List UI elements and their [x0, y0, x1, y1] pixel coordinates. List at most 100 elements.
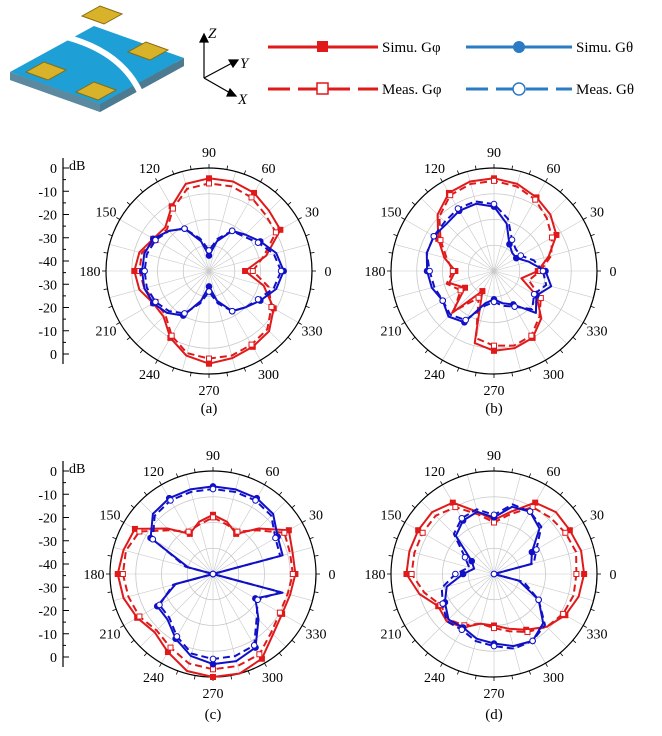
series-point — [447, 192, 454, 199]
ring-tick — [595, 288, 600, 290]
db-tick-label: -30 — [38, 535, 57, 550]
series-point — [452, 504, 459, 511]
axis-x-label: X — [237, 92, 248, 108]
grid-spoke — [404, 219, 495, 272]
series-point — [581, 571, 588, 577]
angle-tick-label: 120 — [424, 162, 445, 177]
angle-tick-label: 90 — [487, 146, 501, 161]
ring-tick — [559, 491, 564, 496]
series-point — [206, 175, 212, 182]
db-tick-label: -10 — [38, 325, 57, 340]
series-point — [419, 529, 426, 536]
ring-tick — [107, 555, 112, 557]
series-point — [508, 236, 516, 244]
ring-tick — [116, 322, 120, 325]
angle-tick-label: 90 — [202, 146, 216, 161]
chart-caption: (a) — [201, 401, 218, 417]
angle-tick-label: 330 — [587, 628, 608, 643]
ring-tick — [291, 504, 296, 509]
ring-tick — [305, 305, 310, 308]
db-tick-label: -20 — [38, 512, 57, 527]
ring-tick — [457, 670, 460, 675]
ring-tick — [595, 555, 600, 557]
ring-tick — [159, 481, 162, 485]
ring-tick — [411, 504, 416, 509]
ring-tick — [393, 234, 398, 237]
angle-tick-label: 0 — [329, 568, 336, 583]
axis-y-label: Y — [240, 56, 250, 72]
db-tick-label: 0 — [50, 162, 57, 177]
series-point — [167, 497, 174, 504]
ring-tick — [130, 504, 135, 509]
ring-tick — [298, 322, 302, 325]
series-point — [254, 239, 262, 246]
db-tick-label: -20 — [38, 605, 57, 620]
ring-tick — [176, 670, 179, 675]
series-point — [458, 626, 466, 634]
ring-tick — [393, 305, 398, 308]
series-point — [210, 514, 216, 521]
angle-tick-label: 90 — [206, 449, 220, 464]
ring-tick — [108, 305, 113, 308]
legend: Simu. Gφ Simu. Gθ Meas. Gφ Meas. Gθ — [268, 40, 634, 98]
ring-tick — [103, 252, 108, 254]
ring-tick — [291, 639, 296, 644]
angle-tick-label: 330 — [587, 325, 608, 340]
grid-spoke — [467, 270, 495, 371]
grid-spoke — [493, 171, 521, 272]
ring-tick — [107, 591, 112, 593]
angle-tick-label: 270 — [203, 687, 224, 702]
ring-tick — [528, 170, 531, 175]
series-point — [252, 497, 259, 504]
db-tick-label: 0 — [50, 348, 57, 363]
grid-spoke — [135, 270, 210, 345]
ring-tick — [260, 178, 263, 182]
ring-tick — [176, 473, 179, 478]
legend-simu-phi-label: Simu. Gφ — [382, 40, 441, 56]
series-point — [181, 225, 188, 232]
ring-tick — [388, 252, 393, 254]
series-point — [141, 267, 148, 275]
ring-tick — [511, 165, 513, 170]
ring-tick — [264, 481, 267, 485]
series-point — [529, 637, 536, 645]
ring-tick — [155, 178, 158, 182]
ring-tick — [274, 349, 279, 354]
ring-tick — [511, 372, 513, 377]
angle-tick-label: 210 — [380, 628, 401, 643]
grid-spoke — [212, 573, 287, 648]
series-point — [114, 571, 121, 577]
grid-spoke — [420, 197, 495, 272]
ring-tick — [545, 481, 548, 485]
series-point — [491, 342, 497, 349]
series-point — [228, 227, 236, 235]
series-point — [156, 601, 163, 609]
series-point — [205, 247, 213, 254]
db-tick-label: -10 — [38, 628, 57, 643]
legend-meas-phi: Meas. Gφ — [268, 82, 442, 98]
angle-tick-label: 180 — [84, 568, 105, 583]
series-point — [562, 529, 569, 536]
series-point — [403, 571, 410, 577]
series-point — [228, 307, 236, 315]
ring-tick — [528, 473, 531, 478]
ring-tick — [440, 178, 443, 182]
chart-caption: (b) — [485, 401, 503, 417]
angle-tick-label: 150 — [99, 509, 120, 524]
db-tick-label: -10 — [38, 185, 57, 200]
series-point — [277, 267, 285, 275]
ring-tick — [194, 675, 196, 680]
series-point — [511, 303, 518, 310]
ring-tick — [595, 252, 600, 254]
angle-tick-label: 210 — [380, 325, 401, 340]
grid-spoke — [109, 244, 210, 272]
series-point — [533, 546, 540, 553]
angle-tick-label: 300 — [543, 671, 564, 686]
db-tick-label: 0 — [50, 465, 57, 480]
angle-tick-label: 30 — [590, 509, 604, 524]
legend-meas-theta-label: Meas. Gθ — [576, 82, 634, 98]
ring-tick — [287, 201, 292, 206]
series-point — [206, 360, 212, 367]
grid-spoke — [493, 573, 568, 648]
ring-tick — [424, 491, 429, 496]
